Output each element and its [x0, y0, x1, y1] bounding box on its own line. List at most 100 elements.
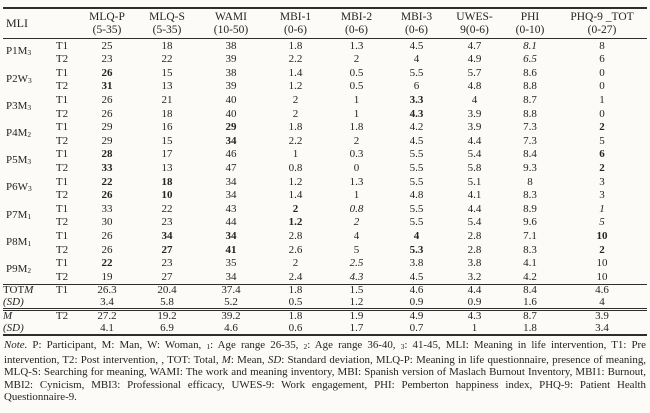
table-row: P4M2 T1 29 16 29 1.8 1.8 4.2 3.9 7.3 2: [3, 121, 647, 139]
value-cell: 23: [161, 257, 173, 270]
value-cell: 10: [596, 229, 608, 242]
column-header: MLQ-S (5-35): [137, 8, 197, 39]
summary-row: (SD) 3.4 5.8 5.2 0.5 1.2 0.9 0.9 1.6 4: [3, 295, 647, 310]
value-cell: 5.5: [409, 66, 424, 79]
text-segment: M: [221, 353, 231, 366]
text-segment: P: Participant, M: Man, W: Woman,: [27, 339, 207, 351]
value-cell: 30: [101, 216, 113, 229]
value-cell: 4.5: [409, 134, 424, 147]
text-segment: 3: [400, 342, 405, 351]
column-range: (5-35): [152, 23, 182, 36]
value-cell: 34: [225, 270, 237, 283]
value-cell: 44: [225, 216, 237, 229]
value-cell: 40: [225, 93, 237, 106]
time-point-label: T1: [55, 257, 69, 270]
value-cell: 39: [225, 53, 237, 66]
value-cell: 1: [599, 93, 605, 106]
value-cell: 8.6: [523, 66, 537, 79]
value-cell: 7.3: [523, 121, 537, 134]
value-cell: 25: [101, 39, 113, 52]
value-cell: 0.7: [409, 321, 424, 334]
value-cell: 4.5: [409, 39, 424, 52]
value-cell: 4.3: [409, 107, 424, 120]
table-header: MLI MLQ-P (5-35) MLQ-S (5-35) WAMI (10-50) MBI-…: [3, 8, 647, 39]
time-point-label: [47, 322, 77, 335]
value-cell: 0.9: [467, 295, 482, 308]
value-cell: 22: [101, 257, 113, 270]
value-cell: 5.5: [409, 148, 424, 161]
time-point-label: T2: [55, 134, 69, 147]
value-cell: 3.8: [467, 257, 482, 270]
value-cell: 27: [161, 270, 173, 283]
value-cell: 22: [101, 175, 113, 188]
table-row: P8M1 T1 26 34 34 2.8 4 4 2.8 7.1 10: [3, 229, 647, 248]
value-cell: 28: [101, 148, 113, 161]
table-row: P3M3 T1 26 21 40 2 1 3.3 4 8.7 1: [3, 93, 647, 112]
value-cell: 8.1: [523, 39, 537, 52]
value-cell: 5.5: [409, 175, 424, 188]
value-cell: 0.3: [349, 148, 364, 161]
value-cell: 4.4: [467, 134, 482, 147]
value-cell: 2: [599, 161, 605, 174]
age-range-subscript: 1: [27, 211, 32, 221]
value-cell: 1.3: [349, 175, 364, 188]
time-point-label: T2: [55, 189, 69, 202]
table-body: P1M3 T1 25 18 38 1.8 1.3 4.5 4.7 8.1 8 T2 23 22 39 2.2 2…: [3, 39, 647, 285]
value-cell: 3: [599, 189, 605, 202]
value-cell: 2: [599, 243, 605, 256]
value-cell: 0.5: [349, 66, 364, 79]
summary-row: TOTM T1 26.3 20.4 37.4 1.8 1.5 4.6 4.4 8.4 4.6: [3, 284, 647, 296]
value-cell: 34: [225, 134, 237, 147]
value-cell: 1.8: [288, 284, 303, 297]
value-cell: 4.9: [467, 53, 482, 66]
value-cell: 0.5: [288, 295, 303, 308]
age-range-subscript: 2: [27, 265, 32, 275]
value-cell: 6.5: [523, 53, 537, 66]
value-cell: 7.3: [523, 134, 537, 147]
time-point-label: T1: [55, 39, 69, 52]
value-cell: 4.1: [467, 189, 482, 202]
value-cell: 41: [225, 243, 237, 256]
table-note: Note. P: Participant, M: Man, W: Woman, …: [4, 339, 646, 404]
text-segment: 1: [206, 342, 211, 351]
time-point-label: T2: [55, 107, 69, 120]
value-cell: 22: [161, 53, 173, 66]
value-cell: 26: [101, 229, 113, 242]
value-cell: 1.6: [523, 295, 537, 308]
value-cell: 3.9: [467, 107, 482, 120]
value-cell: 19.2: [157, 310, 177, 323]
time-point-label: [47, 296, 77, 309]
column-header: MLQ-P (5-35): [77, 8, 137, 39]
value-cell: 4.3: [349, 270, 364, 283]
value-cell: 9.6: [523, 216, 537, 229]
value-cell: 34: [225, 175, 237, 188]
value-cell: 23: [161, 216, 173, 229]
text-segment: (SD): [3, 321, 24, 334]
value-cell: 4.8: [409, 189, 424, 202]
text-segment: : Age range 26-35,: [210, 339, 304, 351]
time-point-label: T2: [55, 270, 69, 283]
value-cell: 1.8: [523, 321, 537, 334]
value-cell: 1.2: [349, 295, 364, 308]
value-cell: 8.8: [523, 80, 537, 93]
value-cell: 5: [353, 243, 360, 256]
participant-label: P5M3: [6, 154, 32, 167]
value-cell: 8: [599, 39, 605, 52]
value-cell: 2.2: [288, 53, 303, 66]
value-cell: 1: [353, 93, 360, 106]
value-cell: 15: [161, 66, 173, 79]
value-cell: 1.2: [288, 80, 303, 93]
column-name: PHQ-9 _TOT: [570, 11, 634, 23]
value-cell: 1.5: [349, 284, 364, 297]
value-cell: 4: [599, 295, 605, 308]
value-cell: 15: [161, 134, 173, 147]
value-cell: 31: [101, 80, 113, 93]
value-cell: 39.2: [221, 310, 241, 323]
participant-label: P1M3: [6, 45, 32, 58]
participant-label: P9M2: [6, 262, 32, 275]
table-row: T2 26 10 34 1.4 1 4.8 4.1 8.3 3: [3, 189, 647, 203]
value-cell: 0.8: [288, 161, 303, 174]
value-cell: 1.7: [349, 321, 364, 334]
value-cell: 38: [225, 66, 237, 79]
summary-label: TOTM: [3, 284, 47, 296]
